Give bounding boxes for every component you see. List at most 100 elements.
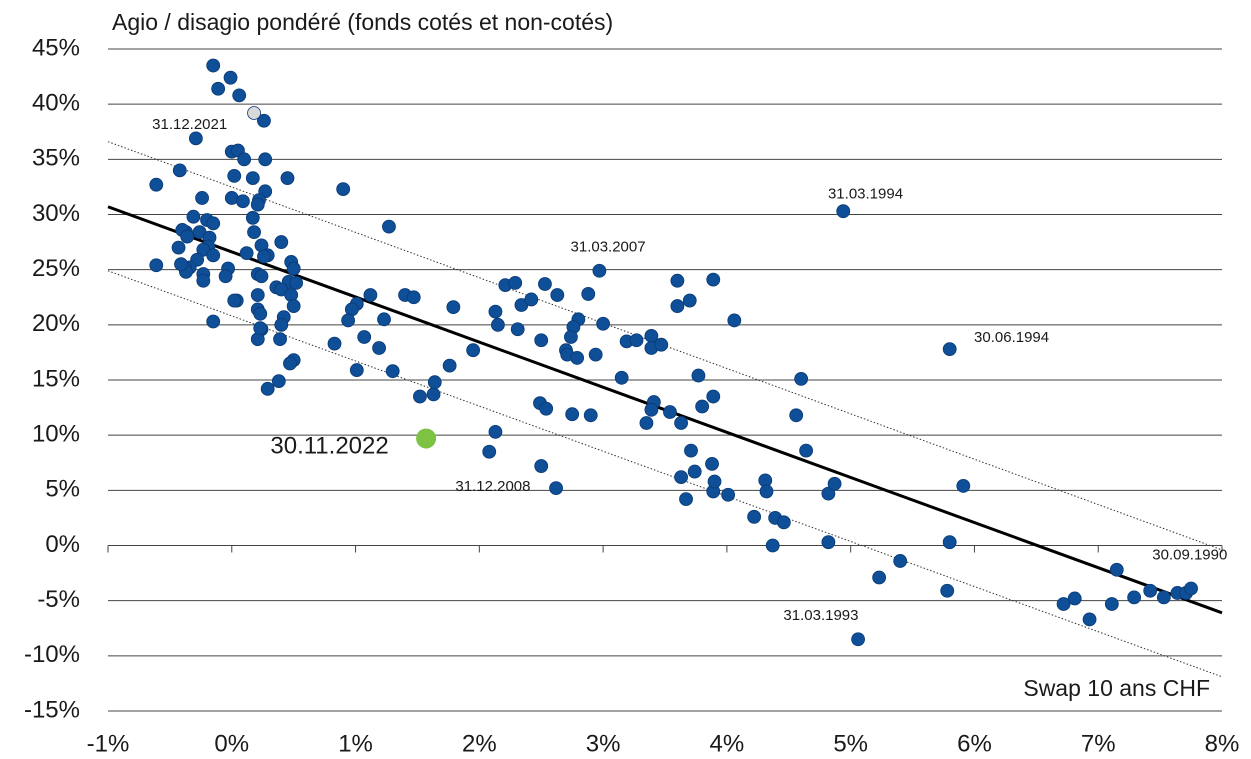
- point: [550, 288, 565, 302]
- point: [237, 152, 252, 167]
- point: [274, 235, 289, 249]
- point: [258, 152, 273, 167]
- point: [695, 399, 710, 414]
- y-tick-label: 40%: [32, 90, 80, 117]
- point: [1127, 590, 1142, 605]
- point: [940, 583, 955, 598]
- point: [172, 163, 187, 178]
- point: [1056, 597, 1071, 611]
- x-tick-label: 4%: [710, 730, 745, 757]
- y-tick-label: 0%: [45, 531, 80, 558]
- point: [385, 364, 400, 379]
- point: [687, 464, 702, 479]
- point: [349, 363, 364, 377]
- point: [186, 209, 201, 224]
- x-tick-label: -1%: [87, 730, 130, 757]
- point: [592, 263, 607, 278]
- point: [206, 314, 221, 329]
- point: [196, 273, 211, 288]
- point: [257, 113, 271, 128]
- point: [827, 476, 842, 491]
- point: [706, 272, 721, 287]
- annotation: 31.12.2008: [455, 478, 530, 495]
- annotation: 31.12.2021: [152, 116, 227, 133]
- y-tick-label: 30%: [32, 200, 80, 227]
- point: [488, 304, 503, 319]
- point: [639, 416, 654, 430]
- point: [670, 299, 685, 313]
- point: [271, 374, 286, 389]
- point: [872, 570, 887, 585]
- point: [206, 248, 221, 263]
- point: [250, 197, 265, 212]
- point: [799, 443, 814, 458]
- point: [765, 538, 780, 553]
- point: [377, 312, 391, 327]
- point: [1109, 562, 1124, 577]
- annotation: 31.03.2007: [571, 239, 646, 256]
- point: [413, 389, 427, 404]
- point: [942, 342, 957, 357]
- point: [260, 381, 275, 396]
- point: [581, 287, 596, 301]
- annotation: 31.03.1993: [783, 607, 858, 624]
- y-tick-label: 20%: [32, 310, 80, 337]
- point: [188, 131, 203, 146]
- point: [274, 317, 289, 332]
- point: [490, 317, 505, 332]
- point: [250, 288, 265, 302]
- point: [1082, 612, 1097, 627]
- annotation: 31.03.1994: [828, 186, 903, 203]
- point: [706, 389, 721, 404]
- point: [534, 333, 549, 348]
- point: [565, 407, 580, 422]
- x-tick-label: 6%: [957, 730, 992, 757]
- point: [759, 484, 774, 499]
- point: [289, 276, 304, 290]
- point: [691, 368, 706, 383]
- point: [247, 106, 261, 120]
- annotation: 30.06.1994: [974, 329, 1049, 346]
- point: [171, 240, 186, 255]
- point: [679, 492, 693, 507]
- point: [227, 293, 242, 308]
- point: [446, 300, 461, 315]
- point: [232, 88, 247, 103]
- y-tick-label: 10%: [32, 421, 80, 448]
- y-tick-label: 35%: [32, 145, 80, 172]
- point: [372, 341, 386, 355]
- point: [357, 330, 372, 344]
- point: [218, 269, 233, 284]
- point: [684, 443, 698, 458]
- point: [583, 408, 598, 423]
- point: [644, 402, 659, 417]
- point: [570, 351, 585, 365]
- x-axis-label: Swap 10 ans CHF: [1023, 675, 1210, 701]
- point: [776, 515, 791, 530]
- point: [223, 70, 238, 85]
- band-line: [107, 270, 1223, 678]
- point: [245, 210, 260, 225]
- y-tick-label: 25%: [32, 255, 80, 282]
- x-tick-label: 5%: [833, 730, 868, 757]
- point: [426, 387, 441, 402]
- point: [821, 486, 836, 501]
- y-tick-label: 15%: [32, 365, 80, 392]
- point: [836, 204, 851, 219]
- point: [149, 177, 164, 192]
- point: [614, 370, 629, 385]
- point: [682, 293, 697, 308]
- point: [341, 313, 356, 328]
- point: [534, 459, 549, 473]
- x-tick-label: 2%: [462, 730, 497, 757]
- point: [247, 225, 261, 240]
- point: [236, 194, 250, 209]
- point: [286, 261, 301, 276]
- point: [524, 292, 539, 307]
- y-tick-label: -5%: [37, 586, 80, 613]
- point: [942, 535, 957, 550]
- x-tick-label: 1%: [338, 730, 373, 757]
- highlight-point: [416, 428, 437, 449]
- point: [705, 456, 719, 471]
- point: [253, 306, 268, 321]
